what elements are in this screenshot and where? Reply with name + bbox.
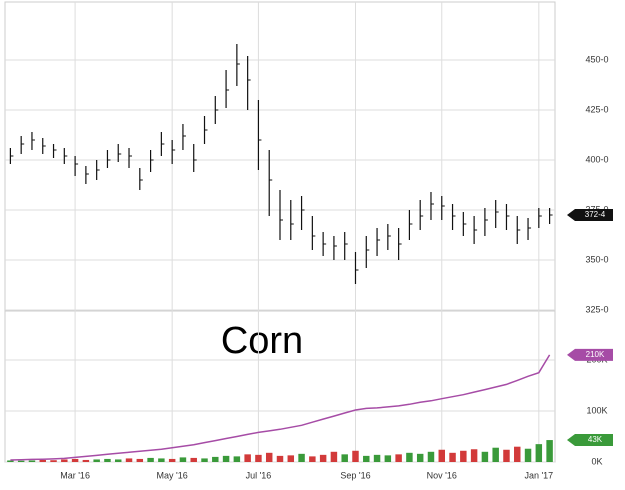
volume-bar: [201, 458, 208, 462]
volume-bar: [309, 456, 316, 462]
volume-bar: [524, 448, 532, 462]
open-interest-tag: [567, 348, 613, 361]
y-tick-label: 450-0: [585, 54, 608, 64]
chart-title: Corn: [221, 320, 303, 362]
x-tick-label: Jan '17: [524, 470, 553, 480]
open-interest-tag-label: 210K: [586, 350, 605, 359]
volume-bar: [222, 455, 230, 462]
volume-bar: [298, 453, 305, 462]
volume-tag: [567, 434, 613, 447]
volume-bar: [71, 458, 79, 462]
price-tag-label: 372-4: [585, 210, 606, 219]
volume-bar: [212, 456, 219, 462]
y-tick-label: 400-0: [585, 154, 608, 164]
volume-bar: [82, 459, 90, 462]
x-tick-label: May '16: [157, 470, 188, 480]
volume-bar: [147, 457, 154, 462]
volume-bar: [61, 459, 68, 462]
volume-bar: [341, 454, 348, 462]
volume-bar: [492, 447, 499, 462]
volume-bar: [395, 454, 402, 462]
open-interest-line: [10, 354, 551, 461]
volume-bar: [287, 455, 295, 462]
volume-bar: [255, 454, 262, 462]
volume-bar: [233, 456, 241, 462]
volume-bar: [7, 460, 14, 462]
x-tick-label: Nov '16: [427, 470, 457, 480]
volume-bar: [115, 459, 122, 462]
volume-bar: [179, 457, 187, 462]
volume-bar: [319, 454, 327, 462]
volume-bar: [460, 450, 467, 462]
volume-bar: [104, 458, 111, 462]
volume-bar: [514, 446, 521, 462]
volume-bar: [39, 459, 46, 462]
volume-bar: [546, 440, 553, 462]
volume-bar: [276, 455, 284, 462]
volume-bar: [136, 458, 144, 462]
volume-bar: [406, 452, 413, 462]
volume-bar: [535, 444, 543, 462]
volume-bar: [352, 450, 359, 462]
x-tick-label: Mar '16: [60, 470, 90, 480]
volume-bar: [330, 451, 338, 462]
volume-bar: [168, 458, 176, 462]
volume-bar: [244, 454, 251, 462]
x-tick-label: Jul '16: [246, 470, 272, 480]
volume-bar: [373, 454, 381, 462]
volume-bar: [416, 453, 424, 462]
y-tick-label: 100K: [586, 405, 607, 415]
volume-bar: [190, 457, 197, 462]
volume-bar: [438, 449, 445, 462]
volume-bar: [470, 449, 478, 462]
volume-bar: [28, 460, 36, 462]
volume-bar: [17, 460, 25, 462]
x-tick-label: Sep '16: [340, 470, 370, 480]
volume-bar: [363, 455, 370, 462]
y-tick-label: 0K: [591, 456, 602, 466]
volume-bar: [158, 458, 165, 462]
volume-bar: [384, 455, 392, 462]
volume-bar: [449, 452, 456, 462]
price-tag: [567, 209, 613, 221]
volume-bar: [481, 451, 489, 462]
volume-bar: [265, 452, 273, 462]
y-tick-label: 325-0: [585, 304, 608, 314]
y-tick-label: 425-0: [585, 104, 608, 114]
volume-bar: [93, 459, 100, 462]
y-tick-label: 350-0: [585, 254, 608, 264]
volume-bar: [50, 460, 57, 462]
volume-tag-label: 43K: [588, 435, 603, 444]
volume-bar: [125, 458, 133, 462]
volume-bar: [503, 449, 510, 462]
volume-bar: [427, 451, 435, 462]
